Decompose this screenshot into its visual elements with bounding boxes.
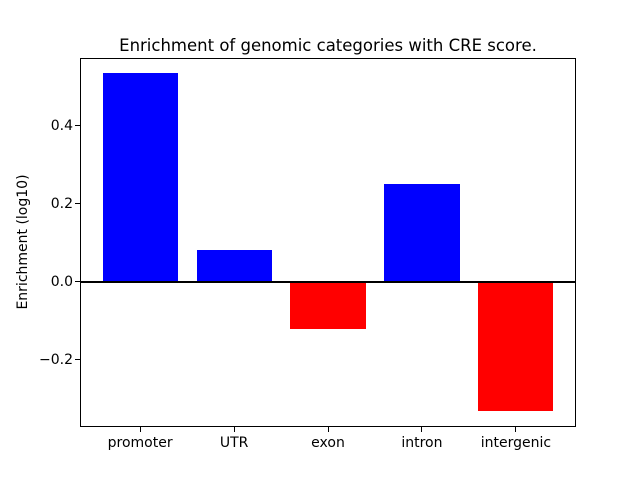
x-tick-mark [421,427,423,432]
bar-intergenic [478,281,554,412]
y-tick-mark [75,281,80,282]
chart-title: Enrichment of genomic categories with CR… [119,36,537,55]
x-tick-mark [233,427,235,432]
y-tick-label: 0.0 [50,273,73,290]
y-tick-label: 0.4 [50,117,73,134]
x-tick-label-promoter: promoter [107,435,173,451]
y-tick-label: −0.2 [39,351,73,368]
x-tick-label-exon: exon [311,435,345,451]
bar-promoter [102,73,178,282]
bar-UTR [196,249,272,282]
zero-line [80,280,576,283]
bar-intron [384,184,460,282]
y-tick-mark [75,125,80,126]
x-tick-label-intergenic: intergenic [480,435,552,451]
y-tick-mark [75,203,80,204]
y-tick-label: 0.2 [50,195,73,212]
x-tick-label-intron: intron [401,435,443,451]
bar-exon [290,281,366,329]
x-tick-label-UTR: UTR [219,435,249,451]
y-tick-mark [75,359,80,360]
x-tick-mark [327,427,329,432]
x-tick-mark [515,427,517,432]
x-tick-mark [139,427,141,432]
